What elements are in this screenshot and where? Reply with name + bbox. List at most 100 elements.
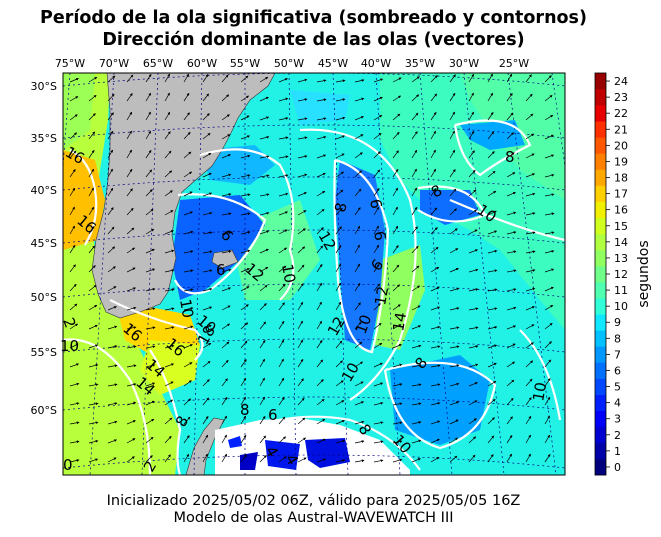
direction-vector	[164, 307, 175, 311]
direction-vector	[525, 74, 532, 83]
direction-vector	[259, 96, 269, 102]
direction-vector	[297, 417, 306, 425]
direction-vector	[506, 343, 516, 349]
direction-vector	[544, 193, 555, 197]
colorbar-segment	[595, 378, 606, 395]
contour-label: 0	[63, 456, 73, 474]
direction-vector	[69, 283, 77, 292]
direction-vector	[468, 363, 479, 368]
direction-vector	[525, 306, 535, 311]
direction-vector	[525, 434, 531, 444]
direction-vector	[544, 212, 555, 216]
lon-label: 65°W	[143, 57, 173, 70]
direction-vector	[354, 282, 361, 292]
direction-vector	[164, 326, 175, 330]
contour-label: 10	[352, 312, 375, 336]
direction-vector	[259, 303, 267, 311]
direction-vector	[487, 362, 497, 368]
direction-vector	[126, 207, 134, 216]
direction-vector	[278, 211, 289, 216]
direction-vector	[202, 342, 212, 349]
direction-vector	[449, 169, 456, 178]
direction-vector	[240, 154, 251, 159]
direction-vector	[278, 283, 286, 292]
direction-vector	[69, 421, 80, 425]
direction-vector	[373, 206, 379, 216]
direction-vector	[164, 230, 174, 235]
direction-vector	[316, 418, 326, 425]
direction-vector	[145, 345, 156, 349]
direction-vector	[411, 76, 420, 83]
direction-vector	[449, 130, 455, 140]
direction-vector	[278, 397, 285, 406]
direction-vector	[240, 95, 250, 102]
direction-vector	[373, 421, 384, 425]
direction-vector	[107, 149, 113, 159]
direction-vector	[88, 324, 98, 330]
lat-label: 40°S	[31, 184, 57, 197]
direction-vector	[335, 135, 346, 140]
direction-vector	[468, 249, 479, 254]
direction-vector	[202, 132, 211, 140]
direction-vector	[259, 193, 270, 197]
direction-vector	[183, 211, 194, 216]
direction-vector	[183, 380, 192, 387]
lat-label: 50°S	[31, 291, 57, 304]
direction-vector	[202, 379, 210, 387]
direction-vector	[506, 397, 514, 406]
colorbar-tick-label: 19	[614, 155, 628, 168]
direction-vector	[373, 151, 381, 159]
contour-label: 10	[60, 337, 79, 355]
direction-vector	[297, 192, 307, 197]
direction-vector	[183, 453, 190, 463]
direction-vector	[259, 76, 269, 83]
direction-vector	[278, 456, 287, 463]
colorbar-tick-label: 22	[614, 107, 628, 120]
direction-vector	[373, 322, 382, 330]
direction-vector	[430, 266, 440, 273]
direction-vector	[126, 111, 133, 121]
direction-vector	[411, 187, 417, 197]
colorbar-tick-label: 24	[614, 75, 628, 88]
direction-vector	[487, 131, 495, 140]
direction-vector	[69, 264, 76, 273]
direction-vector	[278, 265, 287, 273]
direction-vector	[430, 111, 437, 121]
direction-vector	[392, 113, 401, 121]
direction-vector	[240, 174, 251, 178]
direction-vector	[145, 149, 152, 159]
direction-vector	[335, 340, 343, 349]
direction-vector	[240, 340, 248, 349]
direction-vector	[392, 264, 400, 273]
direction-vector	[145, 436, 154, 444]
direction-vector	[202, 269, 213, 273]
direction-vector	[316, 98, 327, 102]
direction-vector	[525, 324, 535, 330]
direction-vector	[373, 362, 383, 368]
colorbar-tick-label: 15	[614, 220, 628, 233]
direction-vector	[107, 187, 114, 197]
longitude-labels: 75°W 70°W 65°W 60°W 55°W 50°W 45°W 40°W …	[55, 57, 529, 70]
direction-vector	[449, 307, 460, 311]
direction-vector	[335, 263, 341, 273]
colorbar-segment	[595, 314, 606, 331]
direction-vector	[544, 453, 551, 463]
direction-vector	[487, 454, 494, 463]
period-zone-16s	[140, 340, 200, 395]
colorbar-tick-label: 12	[614, 268, 628, 281]
period-zone-8s	[390, 355, 490, 445]
direction-vector	[449, 401, 460, 406]
colorbar-tick-label: 2	[614, 429, 621, 442]
colorbar-tick-label: 21	[614, 123, 628, 136]
direction-vector	[316, 154, 327, 159]
direction-vector	[411, 168, 417, 178]
direction-vector	[487, 288, 498, 292]
direction-vector	[449, 149, 456, 159]
direction-vector	[278, 136, 289, 140]
colorbar-segment	[595, 442, 606, 460]
direction-vector	[316, 263, 323, 273]
direction-vector	[525, 113, 534, 121]
direction-vector	[202, 415, 209, 425]
direction-vector	[506, 211, 517, 216]
direction-vector	[316, 398, 325, 406]
